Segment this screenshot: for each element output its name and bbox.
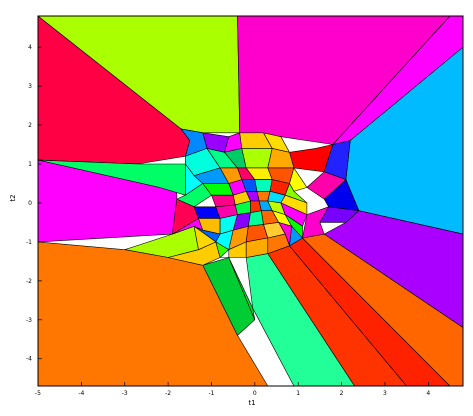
x-tick-label: -1	[208, 390, 214, 397]
y-tick-label: 1	[28, 161, 32, 168]
voronoi-cell-inner-65	[219, 257, 256, 321]
x-tick-label: -3	[122, 390, 128, 397]
x-tick-label: -2	[165, 390, 171, 397]
y-tick-label: 0	[28, 200, 32, 207]
voronoi-cell-inner-61	[215, 241, 230, 258]
voronoi-cell-inner-14	[241, 148, 273, 169]
y-tick-label: -2	[26, 278, 32, 285]
voronoi-cell-inner-10	[302, 206, 329, 239]
x-axis-ticks: -5 -4 -3 -2 -1 0 1 2 3 4	[35, 382, 430, 397]
voronoi-cell-inner-54	[193, 226, 217, 250]
y-tick-label: 3	[28, 83, 32, 90]
voronoi-cell-inner-27	[254, 179, 273, 192]
x-tick-label: 3	[383, 390, 387, 397]
x-tick-label: -4	[78, 390, 84, 397]
y-tick-label: -1	[26, 239, 32, 246]
x-axis-label: t1	[248, 399, 255, 407]
x-tick-label: 4	[426, 390, 430, 397]
x-tick-label: 1	[296, 390, 300, 397]
y-tick-label: 2	[28, 122, 32, 129]
x-tick-label: -5	[35, 390, 41, 397]
inner-voronoi-cells	[167, 128, 360, 321]
y-tick-label: -3	[26, 317, 32, 324]
plot-frame	[37, 15, 464, 387]
voronoi-cell-inner-8	[306, 171, 347, 200]
outer-voronoi-cells	[37, 15, 464, 387]
y-tick-label: -4	[26, 356, 32, 363]
voronoi-cell-inner-64	[267, 233, 290, 254]
x-tick-label: 0	[253, 390, 257, 397]
x-tick-label: 2	[340, 390, 344, 397]
y-tick-label: 4	[28, 44, 32, 51]
y-axis-label: t2	[9, 194, 17, 201]
voronoi-cell-inner-60	[289, 226, 303, 247]
voronoi-cell-inner-48	[248, 210, 264, 227]
voronoi-cell-inner-17	[176, 183, 212, 208]
y-axis-ticks: 4 3 2 1 0 -1 -2 -3 -4	[26, 44, 42, 363]
